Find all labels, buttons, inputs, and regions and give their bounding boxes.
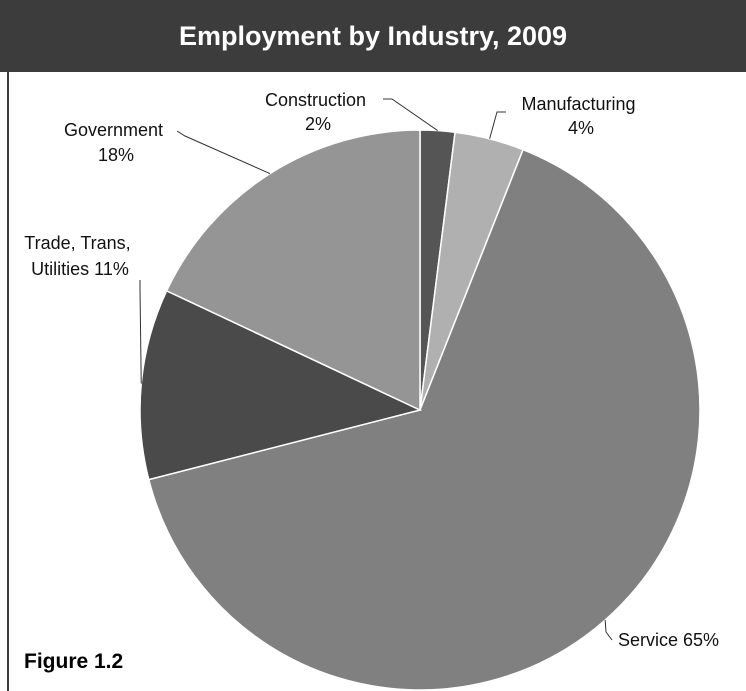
label-service: Service 65% — [618, 630, 719, 650]
label-government: Government 18% — [64, 120, 168, 165]
label-manufacturing: Manufacturing 4% — [521, 94, 640, 138]
pie-slice-government — [165, 129, 421, 412]
leader-line-trade-trans-utilities — [139, 280, 142, 384]
label-government-name: Government — [64, 120, 163, 140]
leader-line-government — [176, 130, 271, 175]
leader-line-construction — [383, 98, 438, 131]
label-trade-value: Utilities 11% — [31, 259, 129, 279]
pie-slices — [139, 129, 701, 691]
label-service-text: Service 65% — [618, 630, 719, 650]
leader-line-service — [604, 619, 613, 641]
left-border — [7, 72, 9, 691]
label-construction: Construction 2% — [265, 90, 371, 134]
label-construction-name: Construction — [265, 90, 366, 110]
label-trade-name: Trade, Trans, — [24, 233, 130, 253]
label-manufacturing-name: Manufacturing — [521, 94, 635, 114]
label-manufacturing-value: 4% — [568, 118, 594, 138]
figure-label: Figure 1.2 — [24, 650, 124, 673]
label-government-value: 18% — [98, 145, 134, 165]
leader-lines — [139, 98, 613, 641]
label-construction-value: 2% — [305, 114, 331, 134]
pie-slice-service — [147, 148, 701, 691]
chart-title: Employment by Industry, 2009 — [178, 20, 568, 51]
title-bar: Employment by Industry, 2009 — [0, 0, 746, 72]
label-trade: Trade, Trans, Utilities 11% — [24, 233, 135, 279]
leader-line-manufacturing — [489, 111, 506, 139]
